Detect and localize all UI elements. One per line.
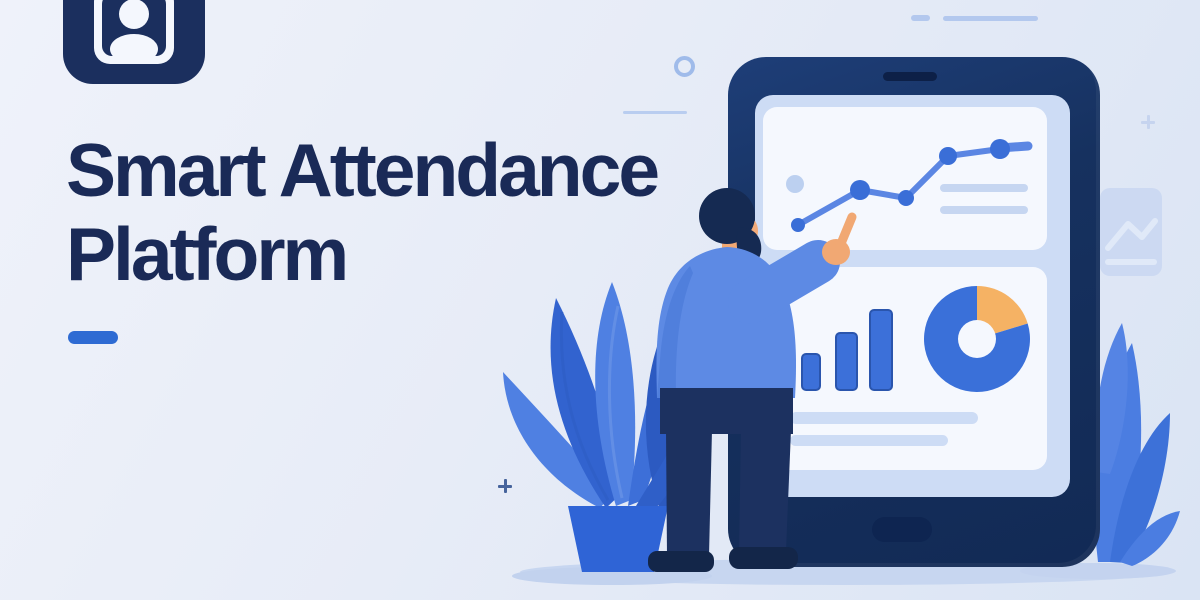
faded-picture-icon bbox=[1100, 188, 1162, 276]
app-badge bbox=[63, 0, 205, 84]
thin-line-decor bbox=[623, 111, 687, 114]
text-placeholder-line bbox=[790, 412, 978, 424]
left-shoe bbox=[648, 551, 714, 572]
plant-pot bbox=[568, 506, 668, 572]
top-bar-long-decor bbox=[943, 16, 1038, 21]
left-leg bbox=[666, 430, 712, 556]
left-hand bbox=[674, 390, 692, 414]
text-placeholder-line bbox=[790, 435, 948, 446]
top-bar-short-decor bbox=[911, 15, 930, 21]
page-title: Smart Attendance Platform bbox=[66, 128, 746, 296]
text-placeholder-line bbox=[940, 184, 1028, 192]
person-head-glyph bbox=[119, 0, 149, 29]
ring-dot-icon bbox=[674, 56, 695, 77]
title-line-2: Platform bbox=[66, 212, 349, 296]
id-badge-person-icon bbox=[102, 0, 166, 56]
potted-plant bbox=[503, 282, 702, 572]
person-shoulders-glyph bbox=[110, 34, 158, 56]
tablet-camera-slot bbox=[883, 72, 937, 81]
accent-dash bbox=[68, 331, 118, 344]
title-line-1: Smart Attendance bbox=[66, 128, 660, 212]
plus-mark-icon bbox=[1141, 115, 1155, 129]
tablet-home-button bbox=[872, 517, 932, 542]
text-placeholder-line bbox=[940, 206, 1028, 214]
right-plant bbox=[1094, 323, 1180, 566]
line-chart-card bbox=[763, 107, 1047, 250]
plus-mark-icon bbox=[498, 479, 512, 493]
